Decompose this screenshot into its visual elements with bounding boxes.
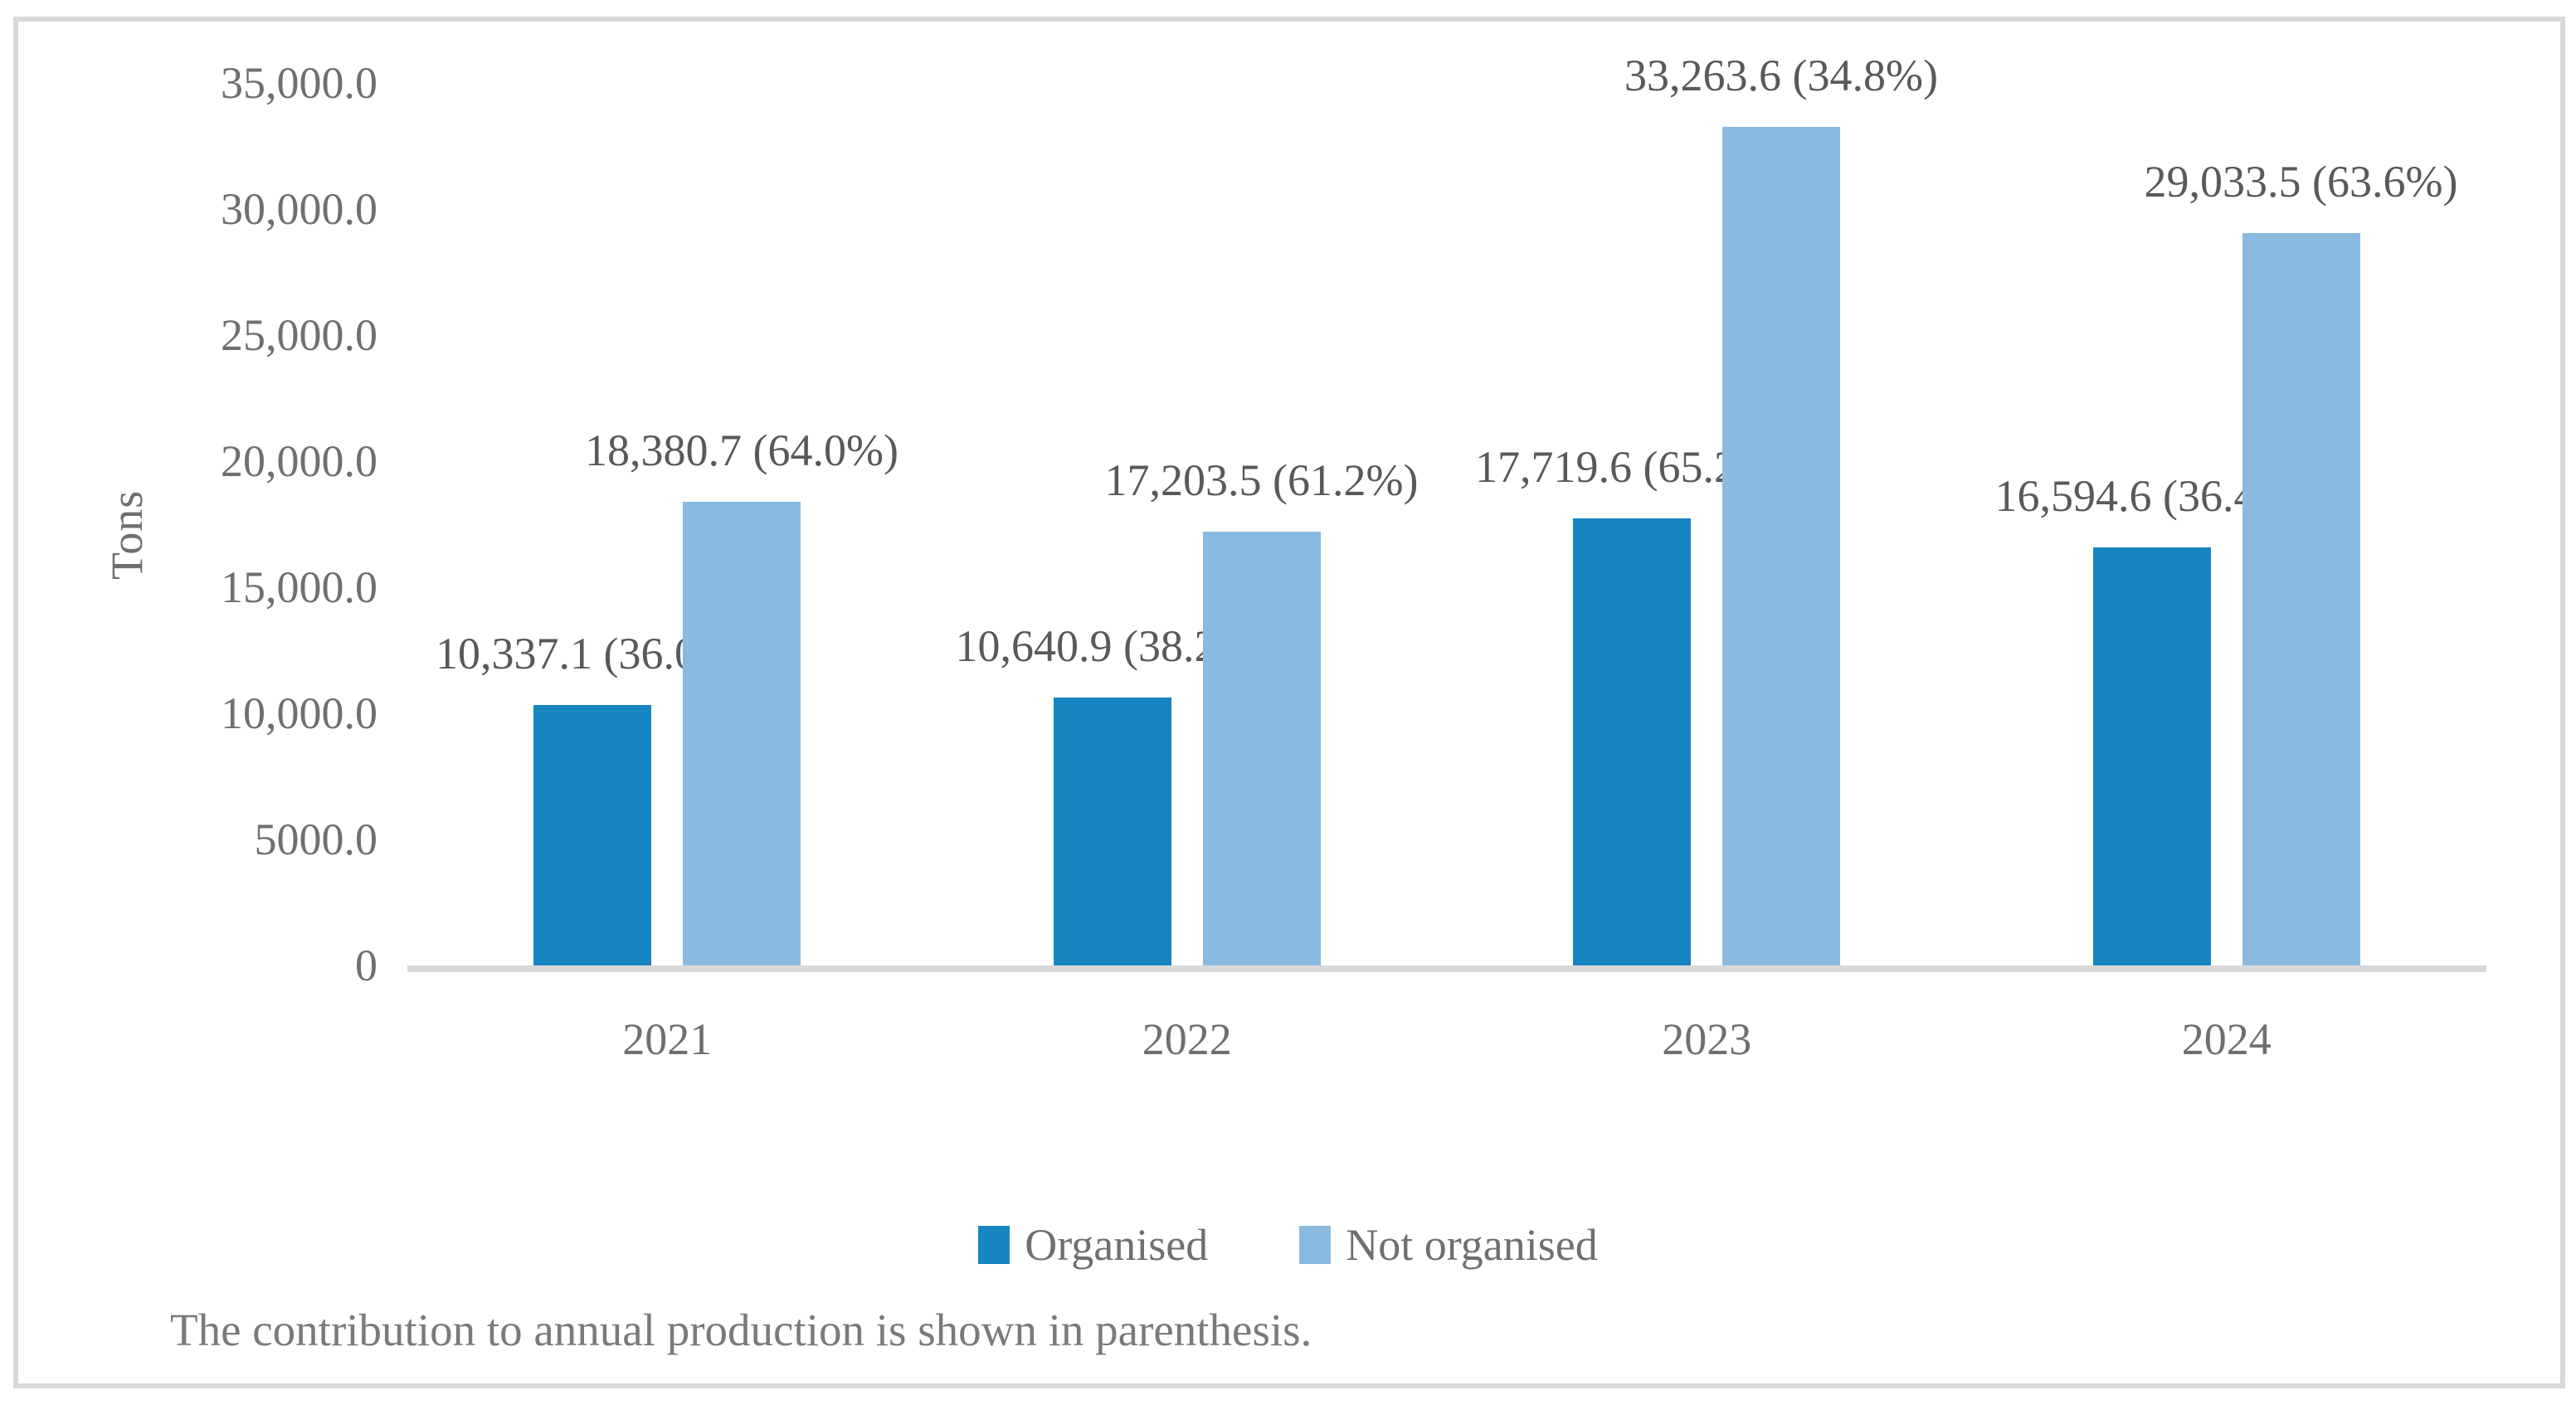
bar-group-2024: 16,594.6 (36.4%) 29,033.5 (63.6%) — [1967, 83, 2487, 965]
bar-not-organised-2023 — [1722, 127, 1840, 965]
y-tick-label: 30,000.0 — [221, 184, 377, 234]
bar-organised-2022 — [1053, 698, 1171, 965]
y-tick-label: 35,000.0 — [221, 58, 377, 108]
bar-value-label: 18,380.7 (64.0%) — [585, 425, 898, 475]
legend-item-organised: Organised — [978, 1219, 1208, 1271]
x-tick-label-2023: 2023 — [1662, 1014, 1752, 1064]
legend-item-not-organised: Not organised — [1299, 1219, 1598, 1271]
x-tick-label-2021: 2021 — [622, 1014, 713, 1064]
bar-organised-2024 — [2092, 547, 2211, 965]
y-axis-tick-labels: 35,000.0 30,000.0 25,000.0 20,000.0 15,000.0… — [158, 57, 377, 991]
legend-swatch — [978, 1226, 1010, 1264]
y-tick-label: 5000.0 — [254, 814, 378, 864]
x-axis-line — [407, 965, 2486, 972]
y-tick-label: 25,000.0 — [221, 310, 377, 360]
y-tick-label: 0 — [355, 941, 377, 990]
legend: Organised Not organised — [0, 1219, 2576, 1271]
bar-organised-2023 — [1573, 518, 1691, 965]
bar-group-2021: 10,337.1 (36.0%) 18,380.7 (64.0%) — [407, 83, 928, 965]
bar-group-2023: 17,719.6 (65.2)% 33,263.6 (34.8%) — [1447, 51, 1967, 965]
bar-group-2022: 10,640.9 (38.2%) 17,203.5 (61.2%) — [928, 83, 1448, 965]
footnote: The contribution to annual production is… — [170, 1305, 1312, 1355]
bar-value-label: 16,594.6 (36.4%) — [1994, 471, 2309, 521]
y-tick-label: 10,000.0 — [221, 688, 377, 738]
bar-value-label: 10,640.9 (38.2%) — [955, 621, 1269, 671]
legend-label: Not organised — [1346, 1220, 1598, 1270]
bar-value-label: 17,203.5 (61.2%) — [1104, 455, 1419, 505]
figure-border — [13, 17, 2565, 1388]
legend-label: Organised — [1025, 1220, 1209, 1270]
legend-swatch — [1299, 1226, 1332, 1264]
y-tick-label: 15,000.0 — [221, 562, 377, 612]
x-tick-label-2024: 2024 — [2181, 1014, 2272, 1064]
x-axis-tick-labels: 2021 2022 2023 2024 — [407, 1014, 2486, 1065]
bar-value-label: 33,263.6 (34.8%) — [1624, 51, 1938, 100]
bar-not-organised-2021 — [683, 502, 801, 965]
x-tick-label-2022: 2022 — [1142, 1014, 1232, 1064]
bar-value-label: 29,033.5 (63.6%) — [2144, 157, 2458, 207]
y-tick-label: 20,000.0 — [221, 436, 377, 486]
plot-area: 10,337.1 (36.0%) 18,380.7 (64.0%) 10,640.9… — [407, 51, 2487, 965]
bar-not-organised-2022 — [1202, 532, 1321, 965]
bar-not-organised-2024 — [2242, 233, 2360, 965]
bar-organised-2021 — [533, 705, 651, 965]
y-axis-title: Tons — [102, 489, 152, 581]
